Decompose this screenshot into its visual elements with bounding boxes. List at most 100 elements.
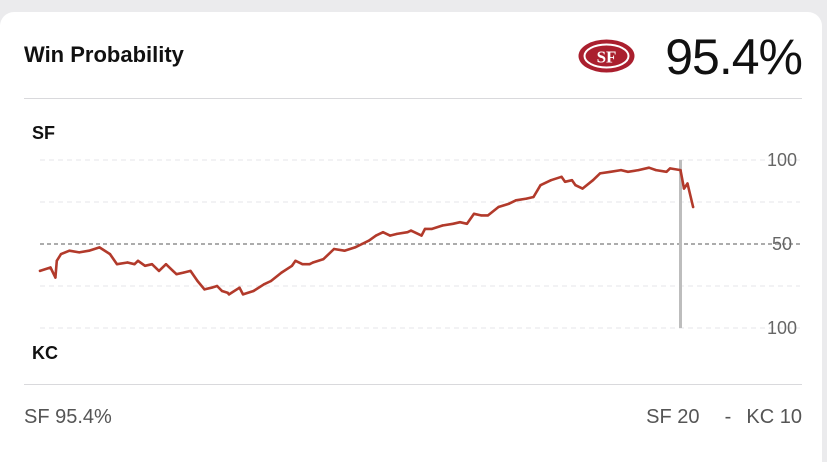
data-point	[98, 246, 101, 249]
win-probability-card: Win Probability SF 95.4% SF KC 100 50 100 …	[0, 12, 822, 462]
score-sf: SF 20	[646, 406, 700, 428]
data-point	[514, 199, 518, 202]
data-point	[626, 170, 630, 173]
data-point	[108, 252, 112, 256]
win-probability-line	[38, 166, 695, 296]
data-point	[220, 289, 224, 293]
data-point	[136, 259, 140, 262]
data-point	[647, 166, 651, 169]
data-point	[203, 288, 206, 291]
data-point	[241, 293, 245, 296]
data-point	[68, 249, 71, 252]
data-point	[507, 202, 511, 205]
data-point	[581, 187, 584, 190]
data-point	[441, 224, 444, 227]
data-point	[227, 293, 231, 296]
data-point	[49, 266, 52, 269]
data-point	[381, 231, 385, 234]
data-point	[175, 273, 178, 276]
y-tick-label: 100	[767, 150, 797, 170]
data-point	[210, 286, 213, 289]
data-point	[637, 168, 640, 172]
data-point	[486, 214, 490, 217]
data-point	[238, 286, 241, 289]
data-point	[465, 222, 469, 225]
data-point	[598, 172, 602, 175]
data-point	[126, 261, 129, 264]
data-point	[215, 284, 219, 288]
data-point	[301, 263, 304, 266]
data-point	[294, 259, 297, 262]
footer-score: SF 20 - KC 10	[646, 406, 802, 429]
data-point	[591, 179, 595, 182]
header-divider	[24, 98, 802, 99]
data-point	[574, 184, 577, 187]
data-point	[308, 263, 311, 266]
data-point	[679, 168, 682, 172]
49ers-logo-icon: SF	[578, 39, 635, 73]
data-point	[479, 214, 483, 217]
data-point	[388, 234, 392, 237]
data-point	[171, 269, 175, 273]
data-point	[252, 289, 255, 293]
data-point	[38, 269, 42, 273]
data-point	[360, 242, 364, 246]
team-top-label: SF	[32, 123, 56, 143]
current-win-probability: 95.4%	[665, 29, 803, 85]
data-point	[343, 249, 346, 252]
data-point	[654, 168, 658, 172]
data-point	[406, 231, 409, 234]
footer-win-pct: SF 95.4%	[24, 406, 112, 428]
data-point	[226, 291, 229, 294]
data-point	[196, 279, 199, 283]
win-probability-chart: 100 50 100	[38, 150, 800, 338]
data-point	[563, 180, 567, 183]
data-point	[497, 205, 500, 209]
data-point	[164, 263, 168, 266]
data-point	[55, 259, 58, 262]
data-point	[189, 269, 192, 273]
data-point	[430, 227, 434, 231]
team-bottom-label: KC	[32, 343, 58, 363]
data-point	[619, 168, 623, 172]
data-point	[451, 222, 455, 225]
data-point	[409, 229, 413, 232]
data-point	[262, 283, 266, 286]
data-point	[665, 170, 668, 173]
data-point	[150, 263, 154, 266]
data-point	[539, 184, 542, 187]
data-point	[374, 234, 378, 237]
data-point	[133, 263, 136, 266]
data-point	[143, 264, 147, 267]
logo-inner-oval	[583, 43, 630, 69]
data-point	[682, 187, 686, 190]
data-point	[54, 276, 57, 279]
data-point	[668, 167, 672, 170]
data-point	[311, 261, 315, 264]
data-point	[59, 252, 63, 256]
footer-divider	[24, 384, 802, 385]
data-point	[78, 251, 81, 254]
data-point	[560, 175, 563, 178]
data-point	[420, 234, 423, 237]
score-kc: KC 10	[746, 406, 802, 428]
data-point	[472, 212, 476, 215]
data-point	[570, 179, 574, 182]
data-point	[182, 271, 185, 274]
data-point	[269, 279, 273, 283]
card-title: Win Probability	[24, 42, 184, 67]
data-point	[322, 257, 325, 261]
data-point	[353, 246, 357, 249]
data-point	[87, 249, 91, 252]
data-point	[332, 247, 336, 251]
y-tick-label: 100	[767, 318, 797, 338]
data-point	[691, 205, 695, 209]
data-point	[609, 170, 612, 173]
score-separator: -	[724, 406, 732, 428]
data-point	[157, 269, 161, 273]
data-point	[395, 232, 399, 236]
data-point	[290, 264, 294, 267]
data-point	[458, 221, 462, 224]
data-point	[115, 263, 119, 266]
data-point	[525, 197, 528, 200]
